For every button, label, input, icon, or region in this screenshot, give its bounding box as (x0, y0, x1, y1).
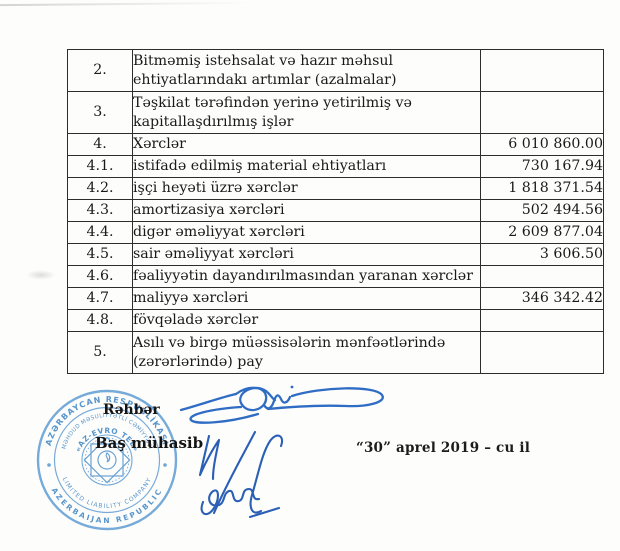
company-seal-stamp: AZƏRBAYCAN RESPUBLİKASI AZERBAIJAN REPUB… (36, 389, 178, 531)
scan-artifact-smudge (26, 270, 56, 280)
row-value-cell: 6 010 860.00 (480, 133, 604, 156)
row-value-cell: 3 606.50 (480, 243, 604, 266)
stamp-left-dot (47, 463, 51, 467)
row-number-cell: 4.6. (67, 265, 133, 288)
document-date: “30” aprel 2019 – cu il (356, 440, 531, 456)
row-number-cell: 4.1. (67, 155, 133, 178)
row-number-cell: 4.4. (67, 221, 133, 244)
row-description-cell: Xərclər (132, 133, 481, 156)
row-number-cell: 2. (67, 49, 133, 92)
table-row: 4.5. sair əməliyyat xərcləri 3 606.50 (67, 243, 604, 266)
table-row: 4. Xərclər 6 010 860.00 (67, 133, 604, 156)
row-description-cell: Bitməmiş istehsalat və hazır məhsul ehti… (132, 49, 481, 92)
table-row: 4.1. istifadə edilmiş material ehtiyatlar… (67, 155, 604, 178)
row-description-cell: istifadə edilmiş material ehtiyatları (132, 155, 481, 178)
chief-accountant-label: Baş mühasib (95, 434, 204, 452)
row-description-cell: Asılı və birgə müəssisələrin mənfəətləri… (132, 331, 481, 374)
row-description-cell: digər əməliyyat xərcləri (132, 221, 481, 244)
row-value-cell: 2 609 877.04 (480, 221, 604, 244)
table-row: 4.2. işçi heyəti üzrə xərclər 1 818 371.54 (67, 177, 604, 200)
row-description-cell: amortizasiya xərcləri (132, 199, 481, 222)
row-description-cell: maliyyə xərcləri (132, 287, 481, 310)
svg-text:LIMITED LIABILITY COMPANY: LIMITED LIABILITY COMPANY (61, 476, 153, 510)
row-description-cell: sair əməliyyat xərcləri (132, 243, 481, 266)
row-number-cell: 4.7. (67, 287, 133, 310)
row-number-cell: 4.2. (67, 177, 133, 200)
row-value-cell (480, 309, 604, 332)
row-value-cell: 730 167.94 (480, 155, 604, 178)
accountant-signature (198, 430, 284, 519)
row-value-cell: 346 342.42 (480, 287, 604, 310)
row-value-cell (480, 49, 604, 92)
row-number-cell: 4.3. (67, 199, 133, 222)
row-number-cell: 5. (67, 331, 133, 374)
row-description-cell: fövqəladə xərclər (132, 309, 481, 332)
expenses-table: 2. Bitməmiş istehsalat və hazır məhsul eh… (67, 49, 604, 374)
table-row: 4.7. maliyyə xərcləri 346 342.42 (67, 287, 604, 310)
director-label: Rəhbər (103, 402, 160, 418)
row-number-cell: 3. (67, 91, 133, 134)
row-value-cell (480, 265, 604, 288)
table-row: 4.8. fövqəladə xərclər (67, 309, 604, 332)
table-row: 3. Təşkilat tərəfindən yerinə yetirilmiş … (67, 91, 604, 134)
table-row: 4.3. amortizasiya xərcləri 502 494.56 (67, 199, 604, 222)
table-row: 4.4. digər əməliyyat xərcləri 2 609 877.04 (67, 221, 604, 244)
row-value-cell (480, 91, 604, 134)
table-row: 5. Asılı və birgə müəssisələrin mənfəətlə… (67, 331, 604, 374)
row-value-cell: 1 818 371.54 (480, 177, 604, 200)
row-number-cell: 4.5. (67, 243, 133, 266)
stamp-right-dot (163, 463, 167, 467)
table-row: 4.6. fəaliyyətin dayandırılmasından yaran… (67, 265, 604, 288)
scan-artifact-line (0, 1, 251, 7)
row-value-cell: 502 494.56 (480, 199, 604, 222)
row-description-cell: Təşkilat tərəfindən yerinə yetirilmiş və… (132, 91, 481, 134)
row-number-cell: 4.8. (67, 309, 133, 332)
state-emblem-icon (83, 436, 131, 484)
row-description-cell: fəaliyyətin dayandırılmasından yaranan x… (132, 265, 481, 288)
stamp-middle-bottom-text: LIMITED LIABILITY COMPANY (61, 476, 152, 510)
row-value-cell (480, 331, 604, 374)
director-signature (179, 385, 384, 424)
row-description-cell: işçi heyəti üzrə xərclər (132, 177, 481, 200)
row-number-cell: 4. (67, 133, 133, 156)
table-row: 2. Bitməmiş istehsalat və hazır məhsul eh… (67, 49, 604, 92)
